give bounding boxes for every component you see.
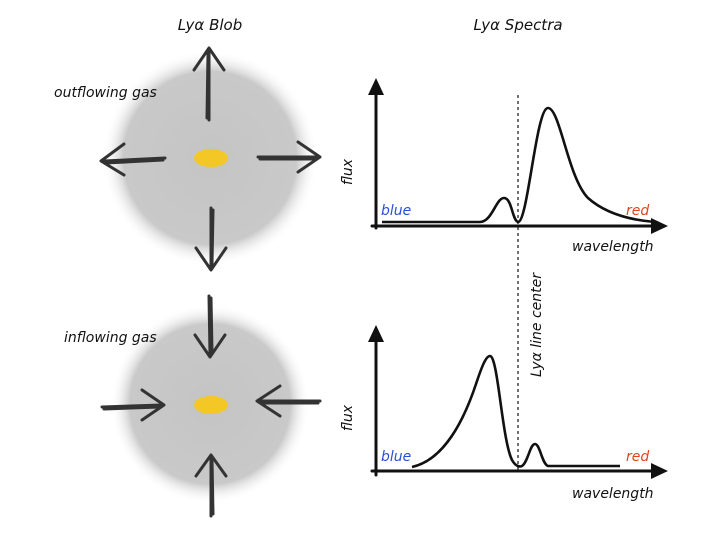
top-x-arrowhead (651, 218, 668, 234)
top-spectrum: flux blue red wavelength (340, 78, 668, 255)
bottom-spectrum: flux blue red wavelength (340, 325, 668, 502)
inflow-arrow-bottom (194, 453, 228, 518)
top-red-label: red (626, 203, 649, 219)
bottom-wavelength-label: wavelength (572, 486, 654, 502)
inflow-gas-label: inflowing gas (64, 330, 157, 346)
outflow-arrow-right (256, 140, 322, 174)
bottom-flux-label: flux (340, 404, 356, 431)
outflow-gas-label: outflowing gas (54, 85, 157, 101)
spectra-title: Lyα Spectra (473, 16, 562, 34)
bottom-red-label: red (626, 449, 649, 465)
inflow-blob-group: inflowing gas (64, 294, 322, 518)
bottom-spectrum-curve (411, 354, 620, 469)
top-y-arrowhead (368, 78, 384, 95)
outflow-arrow-up (192, 46, 226, 122)
top-wavelength-label: wavelength (572, 239, 654, 255)
outflow-arrow-down (194, 206, 228, 272)
line-center-label: Lyα line center (529, 272, 545, 377)
inflow-arrow-right (255, 384, 322, 418)
outflow-core (194, 149, 228, 167)
inflow-core (194, 396, 228, 414)
outflow-arrow-left (99, 142, 167, 177)
top-spectrum-curve (382, 106, 656, 224)
bottom-blue-label: blue (381, 449, 411, 465)
inflow-arrow-top (193, 294, 227, 359)
bottom-y-arrowhead (368, 325, 384, 342)
top-flux-label: flux (340, 158, 356, 185)
top-blue-label: blue (381, 203, 411, 219)
blob-title: Lyα Blob (178, 16, 243, 34)
outflow-blob-group: outflowing gas (54, 46, 322, 272)
bottom-x-arrowhead (651, 463, 668, 479)
inflow-arrow-left (100, 388, 166, 422)
